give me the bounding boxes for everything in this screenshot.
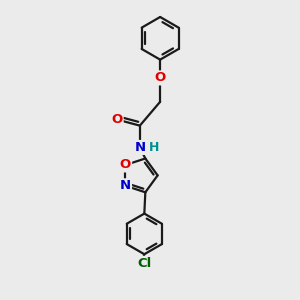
Text: O: O — [111, 113, 123, 126]
Text: N: N — [134, 141, 146, 154]
Text: O: O — [154, 71, 166, 84]
Text: H: H — [149, 141, 159, 154]
Text: O: O — [120, 158, 131, 171]
Text: N: N — [120, 179, 131, 192]
Text: Cl: Cl — [137, 257, 152, 270]
